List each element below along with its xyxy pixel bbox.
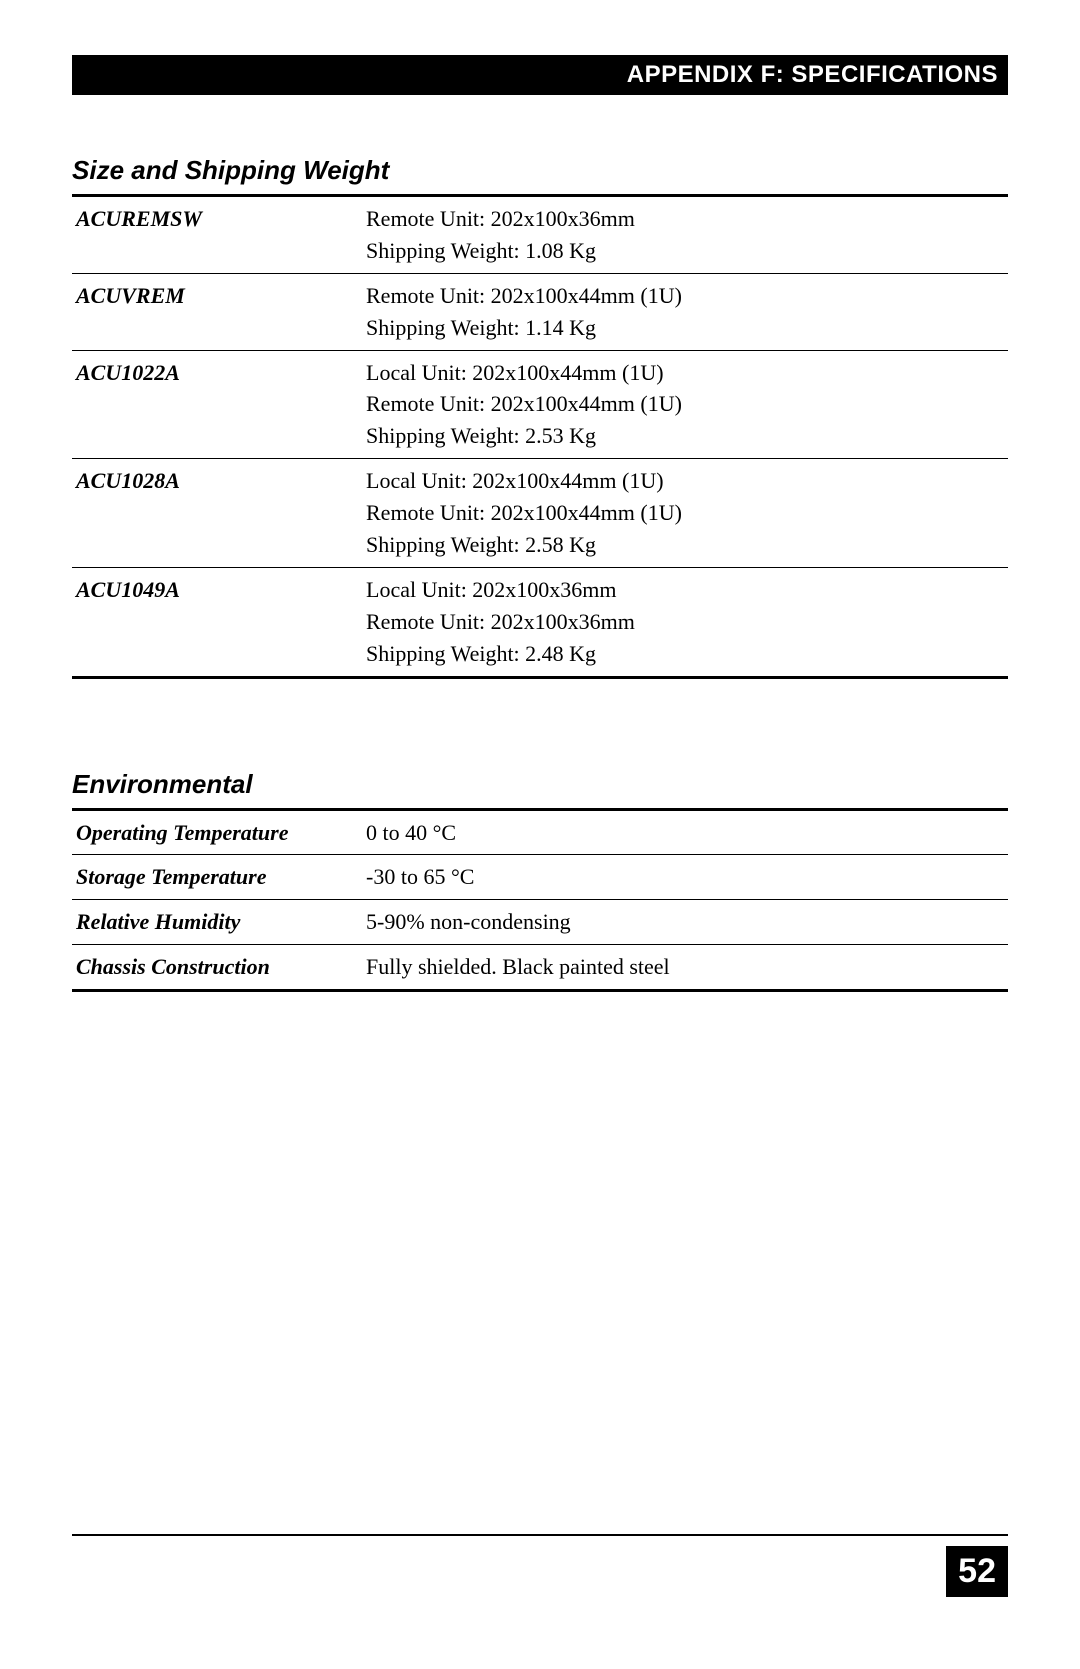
spec-value-line: Shipping Weight: 2.53 Kg xyxy=(366,420,1004,452)
table-row: ACU1022A Local Unit: 202x100x44mm (1U) R… xyxy=(72,350,1008,459)
section-title-size: Size and Shipping Weight xyxy=(72,155,1008,186)
spec-value-line: Local Unit: 202x100x44mm (1U) xyxy=(366,357,1004,389)
spec-value: -30 to 65 °C xyxy=(362,855,1008,900)
spec-value: 0 to 40 °C xyxy=(362,809,1008,855)
page-footer: 52 xyxy=(72,1534,1008,1597)
page-number: 52 xyxy=(946,1546,1008,1597)
table-row: ACU1028A Local Unit: 202x100x44mm (1U) R… xyxy=(72,459,1008,568)
spec-label: Relative Humidity xyxy=(72,900,362,945)
spec-value-line: 5-90% non-condensing xyxy=(366,906,1004,938)
spec-label: ACU1028A xyxy=(72,459,362,568)
spec-value: Local Unit: 202x100x36mm Remote Unit: 20… xyxy=(362,567,1008,677)
env-table: Operating Temperature 0 to 40 °C Storage… xyxy=(72,808,1008,993)
spec-value-line: -30 to 65 °C xyxy=(366,861,1004,893)
spec-value: Local Unit: 202x100x44mm (1U) Remote Uni… xyxy=(362,459,1008,568)
table-row: Chassis Construction Fully shielded. Bla… xyxy=(72,945,1008,991)
spec-value-line: Shipping Weight: 1.08 Kg xyxy=(366,235,1004,267)
section-title-env: Environmental xyxy=(72,769,1008,800)
spec-label: Chassis Construction xyxy=(72,945,362,991)
spec-value-line: Shipping Weight: 1.14 Kg xyxy=(366,312,1004,344)
footer-rule xyxy=(72,1534,1008,1536)
spec-value-line: 0 to 40 °C xyxy=(366,817,1004,849)
size-table: ACUREMSW Remote Unit: 202x100x36mm Shipp… xyxy=(72,194,1008,679)
spec-label: Storage Temperature xyxy=(72,855,362,900)
spec-value-line: Shipping Weight: 2.58 Kg xyxy=(366,529,1004,561)
spec-value: Remote Unit: 202x100x44mm (1U) Shipping … xyxy=(362,273,1008,350)
spec-label: ACU1022A xyxy=(72,350,362,459)
appendix-header: APPENDIX F: SPECIFICATIONS xyxy=(72,55,1008,95)
spec-label: ACUREMSW xyxy=(72,196,362,274)
spec-value-line: Remote Unit: 202x100x36mm xyxy=(366,606,1004,638)
spec-value-line: Remote Unit: 202x100x44mm (1U) xyxy=(366,388,1004,420)
spec-label: ACUVREM xyxy=(72,273,362,350)
spec-value-line: Fully shielded. Black painted steel xyxy=(366,951,1004,983)
spec-value: Fully shielded. Black painted steel xyxy=(362,945,1008,991)
spec-value-line: Remote Unit: 202x100x36mm xyxy=(366,203,1004,235)
spec-value-line: Local Unit: 202x100x36mm xyxy=(366,574,1004,606)
spec-label: Operating Temperature xyxy=(72,809,362,855)
spec-value-line: Remote Unit: 202x100x44mm (1U) xyxy=(366,497,1004,529)
spec-value-line: Shipping Weight: 2.48 Kg xyxy=(366,638,1004,670)
table-row: Operating Temperature 0 to 40 °C xyxy=(72,809,1008,855)
table-row: Storage Temperature -30 to 65 °C xyxy=(72,855,1008,900)
spec-value: Remote Unit: 202x100x36mm Shipping Weigh… xyxy=(362,196,1008,274)
spec-label: ACU1049A xyxy=(72,567,362,677)
spec-value: Local Unit: 202x100x44mm (1U) Remote Uni… xyxy=(362,350,1008,459)
spec-value: 5-90% non-condensing xyxy=(362,900,1008,945)
spec-value-line: Remote Unit: 202x100x44mm (1U) xyxy=(366,280,1004,312)
table-row: Relative Humidity 5-90% non-condensing xyxy=(72,900,1008,945)
table-row: ACUREMSW Remote Unit: 202x100x36mm Shipp… xyxy=(72,196,1008,274)
table-row: ACUVREM Remote Unit: 202x100x44mm (1U) S… xyxy=(72,273,1008,350)
table-row: ACU1049A Local Unit: 202x100x36mm Remote… xyxy=(72,567,1008,677)
spec-value-line: Local Unit: 202x100x44mm (1U) xyxy=(366,465,1004,497)
